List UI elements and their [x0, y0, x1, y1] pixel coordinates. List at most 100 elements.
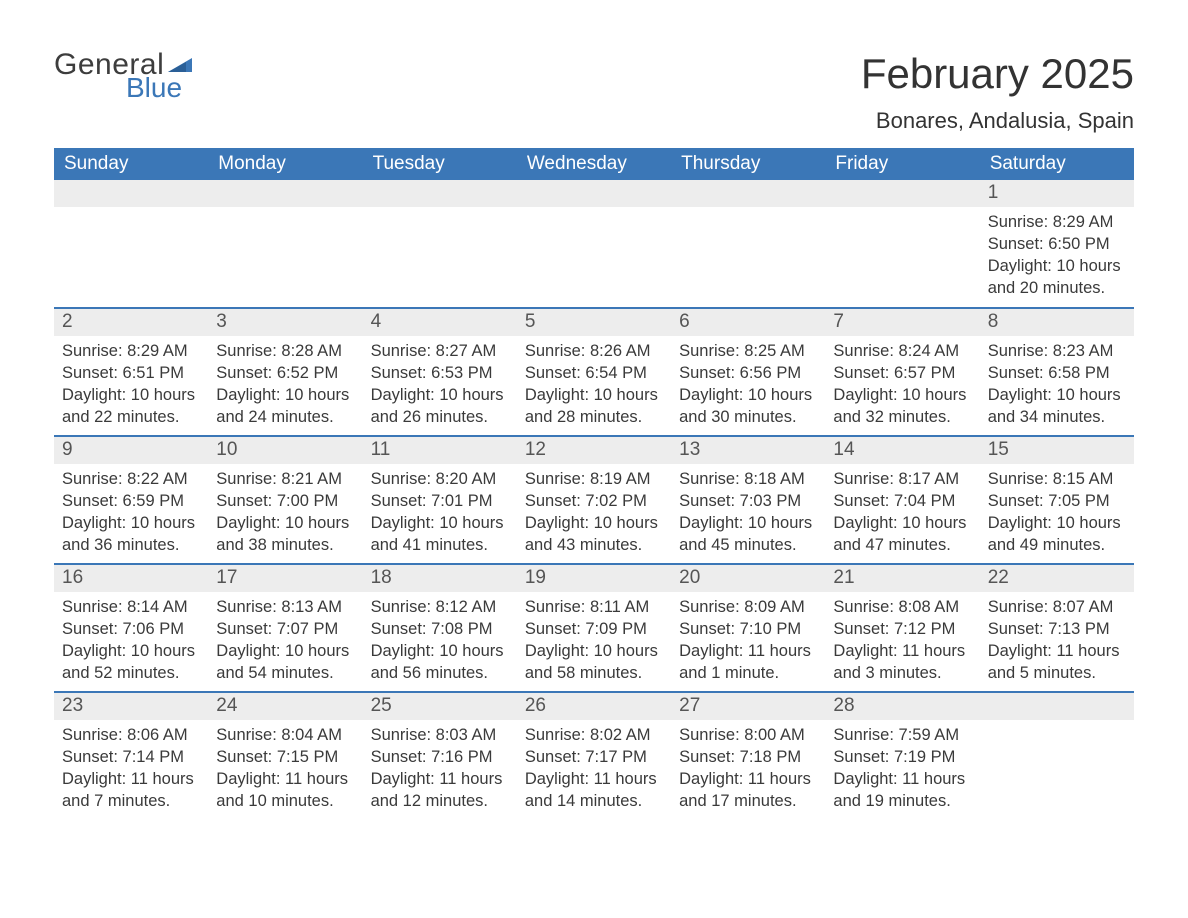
daylight-text: Daylight: 10 hours and 47 minutes.: [833, 512, 971, 557]
day-details: Sunrise: 8:02 AMSunset: 7:17 PMDaylight:…: [517, 720, 671, 819]
sunrise-text: Sunrise: 8:25 AM: [679, 340, 817, 362]
day-number: 5: [517, 309, 671, 336]
sunrise-text: Sunrise: 8:26 AM: [525, 340, 663, 362]
daylight-text: Daylight: 10 hours and 28 minutes.: [525, 384, 663, 429]
calendar-cell: 28Sunrise: 7:59 AMSunset: 7:19 PMDayligh…: [825, 692, 979, 820]
sunrise-text: Sunrise: 8:08 AM: [833, 596, 971, 618]
daylight-text: Daylight: 11 hours and 7 minutes.: [62, 768, 200, 813]
calendar-cell: [980, 692, 1134, 820]
sunset-text: Sunset: 7:00 PM: [216, 490, 354, 512]
sunrise-text: Sunrise: 8:04 AM: [216, 724, 354, 746]
sunset-text: Sunset: 7:02 PM: [525, 490, 663, 512]
weekday-header: Sunday: [54, 148, 208, 180]
sunset-text: Sunset: 6:50 PM: [988, 233, 1126, 255]
day-number: [517, 180, 671, 207]
calendar-cell: 14Sunrise: 8:17 AMSunset: 7:04 PMDayligh…: [825, 436, 979, 564]
sunrise-text: Sunrise: 8:18 AM: [679, 468, 817, 490]
weekday-header-row: Sunday Monday Tuesday Wednesday Thursday…: [54, 148, 1134, 180]
calendar-cell: 7Sunrise: 8:24 AMSunset: 6:57 PMDaylight…: [825, 308, 979, 436]
day-number: 10: [208, 437, 362, 464]
sunrise-text: Sunrise: 8:27 AM: [371, 340, 509, 362]
day-number: [363, 180, 517, 207]
daylight-text: Daylight: 10 hours and 20 minutes.: [988, 255, 1126, 300]
calendar-cell: [825, 180, 979, 308]
calendar-cell: 10Sunrise: 8:21 AMSunset: 7:00 PMDayligh…: [208, 436, 362, 564]
day-details: Sunrise: 8:17 AMSunset: 7:04 PMDaylight:…: [825, 464, 979, 563]
sunrise-text: Sunrise: 8:06 AM: [62, 724, 200, 746]
day-details: Sunrise: 8:06 AMSunset: 7:14 PMDaylight:…: [54, 720, 208, 819]
calendar-cell: 9Sunrise: 8:22 AMSunset: 6:59 PMDaylight…: [54, 436, 208, 564]
sunset-text: Sunset: 7:05 PM: [988, 490, 1126, 512]
sunset-text: Sunset: 6:51 PM: [62, 362, 200, 384]
sunset-text: Sunset: 6:53 PM: [371, 362, 509, 384]
day-number: 2: [54, 309, 208, 336]
sunrise-text: Sunrise: 8:21 AM: [216, 468, 354, 490]
sunset-text: Sunset: 7:04 PM: [833, 490, 971, 512]
day-number: [825, 180, 979, 207]
daylight-text: Daylight: 11 hours and 3 minutes.: [833, 640, 971, 685]
day-details: Sunrise: 8:27 AMSunset: 6:53 PMDaylight:…: [363, 336, 517, 435]
day-number: 26: [517, 693, 671, 720]
day-details: Sunrise: 8:03 AMSunset: 7:16 PMDaylight:…: [363, 720, 517, 819]
sunrise-text: Sunrise: 8:20 AM: [371, 468, 509, 490]
daylight-text: Daylight: 10 hours and 34 minutes.: [988, 384, 1126, 429]
weekday-header: Monday: [208, 148, 362, 180]
day-number: 8: [980, 309, 1134, 336]
sunrise-text: Sunrise: 8:28 AM: [216, 340, 354, 362]
calendar-cell: 8Sunrise: 8:23 AMSunset: 6:58 PMDaylight…: [980, 308, 1134, 436]
sunset-text: Sunset: 7:07 PM: [216, 618, 354, 640]
daylight-text: Daylight: 10 hours and 24 minutes.: [216, 384, 354, 429]
day-details: Sunrise: 8:08 AMSunset: 7:12 PMDaylight:…: [825, 592, 979, 691]
day-details: Sunrise: 8:19 AMSunset: 7:02 PMDaylight:…: [517, 464, 671, 563]
day-details: Sunrise: 8:25 AMSunset: 6:56 PMDaylight:…: [671, 336, 825, 435]
daylight-text: Daylight: 11 hours and 19 minutes.: [833, 768, 971, 813]
sunrise-text: Sunrise: 8:23 AM: [988, 340, 1126, 362]
sunset-text: Sunset: 7:09 PM: [525, 618, 663, 640]
day-number: 21: [825, 565, 979, 592]
calendar-cell: 2Sunrise: 8:29 AMSunset: 6:51 PMDaylight…: [54, 308, 208, 436]
calendar-cell: 21Sunrise: 8:08 AMSunset: 7:12 PMDayligh…: [825, 564, 979, 692]
day-details: Sunrise: 8:04 AMSunset: 7:15 PMDaylight:…: [208, 720, 362, 819]
calendar-cell: 1Sunrise: 8:29 AMSunset: 6:50 PMDaylight…: [980, 180, 1134, 308]
day-details: Sunrise: 8:14 AMSunset: 7:06 PMDaylight:…: [54, 592, 208, 691]
weekday-header: Saturday: [980, 148, 1134, 180]
calendar-cell: 20Sunrise: 8:09 AMSunset: 7:10 PMDayligh…: [671, 564, 825, 692]
day-number: 13: [671, 437, 825, 464]
sunrise-text: Sunrise: 8:11 AM: [525, 596, 663, 618]
daylight-text: Daylight: 10 hours and 43 minutes.: [525, 512, 663, 557]
day-number: 14: [825, 437, 979, 464]
day-details: Sunrise: 8:23 AMSunset: 6:58 PMDaylight:…: [980, 336, 1134, 435]
day-number: 28: [825, 693, 979, 720]
calendar-cell: 5Sunrise: 8:26 AMSunset: 6:54 PMDaylight…: [517, 308, 671, 436]
day-number: 23: [54, 693, 208, 720]
day-details: Sunrise: 8:18 AMSunset: 7:03 PMDaylight:…: [671, 464, 825, 563]
sunrise-text: Sunrise: 8:00 AM: [679, 724, 817, 746]
calendar-cell: [208, 180, 362, 308]
day-number: 1: [980, 180, 1134, 207]
sunrise-text: Sunrise: 8:13 AM: [216, 596, 354, 618]
daylight-text: Daylight: 11 hours and 5 minutes.: [988, 640, 1126, 685]
sunset-text: Sunset: 6:56 PM: [679, 362, 817, 384]
day-details: Sunrise: 8:13 AMSunset: 7:07 PMDaylight:…: [208, 592, 362, 691]
sunrise-text: Sunrise: 8:14 AM: [62, 596, 200, 618]
day-number: 25: [363, 693, 517, 720]
sunset-text: Sunset: 7:13 PM: [988, 618, 1126, 640]
daylight-text: Daylight: 10 hours and 26 minutes.: [371, 384, 509, 429]
daylight-text: Daylight: 11 hours and 12 minutes.: [371, 768, 509, 813]
daylight-text: Daylight: 10 hours and 49 minutes.: [988, 512, 1126, 557]
day-number: 20: [671, 565, 825, 592]
day-number: 7: [825, 309, 979, 336]
calendar-cell: 25Sunrise: 8:03 AMSunset: 7:16 PMDayligh…: [363, 692, 517, 820]
calendar-cell: [54, 180, 208, 308]
day-number: 9: [54, 437, 208, 464]
day-number: 12: [517, 437, 671, 464]
calendar-week-row: 23Sunrise: 8:06 AMSunset: 7:14 PMDayligh…: [54, 692, 1134, 820]
calendar-cell: [671, 180, 825, 308]
sunset-text: Sunset: 7:16 PM: [371, 746, 509, 768]
weekday-header: Tuesday: [363, 148, 517, 180]
logo: General Blue: [54, 50, 196, 102]
calendar-cell: 16Sunrise: 8:14 AMSunset: 7:06 PMDayligh…: [54, 564, 208, 692]
calendar-cell: 19Sunrise: 8:11 AMSunset: 7:09 PMDayligh…: [517, 564, 671, 692]
day-details: Sunrise: 8:11 AMSunset: 7:09 PMDaylight:…: [517, 592, 671, 691]
day-details: Sunrise: 8:28 AMSunset: 6:52 PMDaylight:…: [208, 336, 362, 435]
